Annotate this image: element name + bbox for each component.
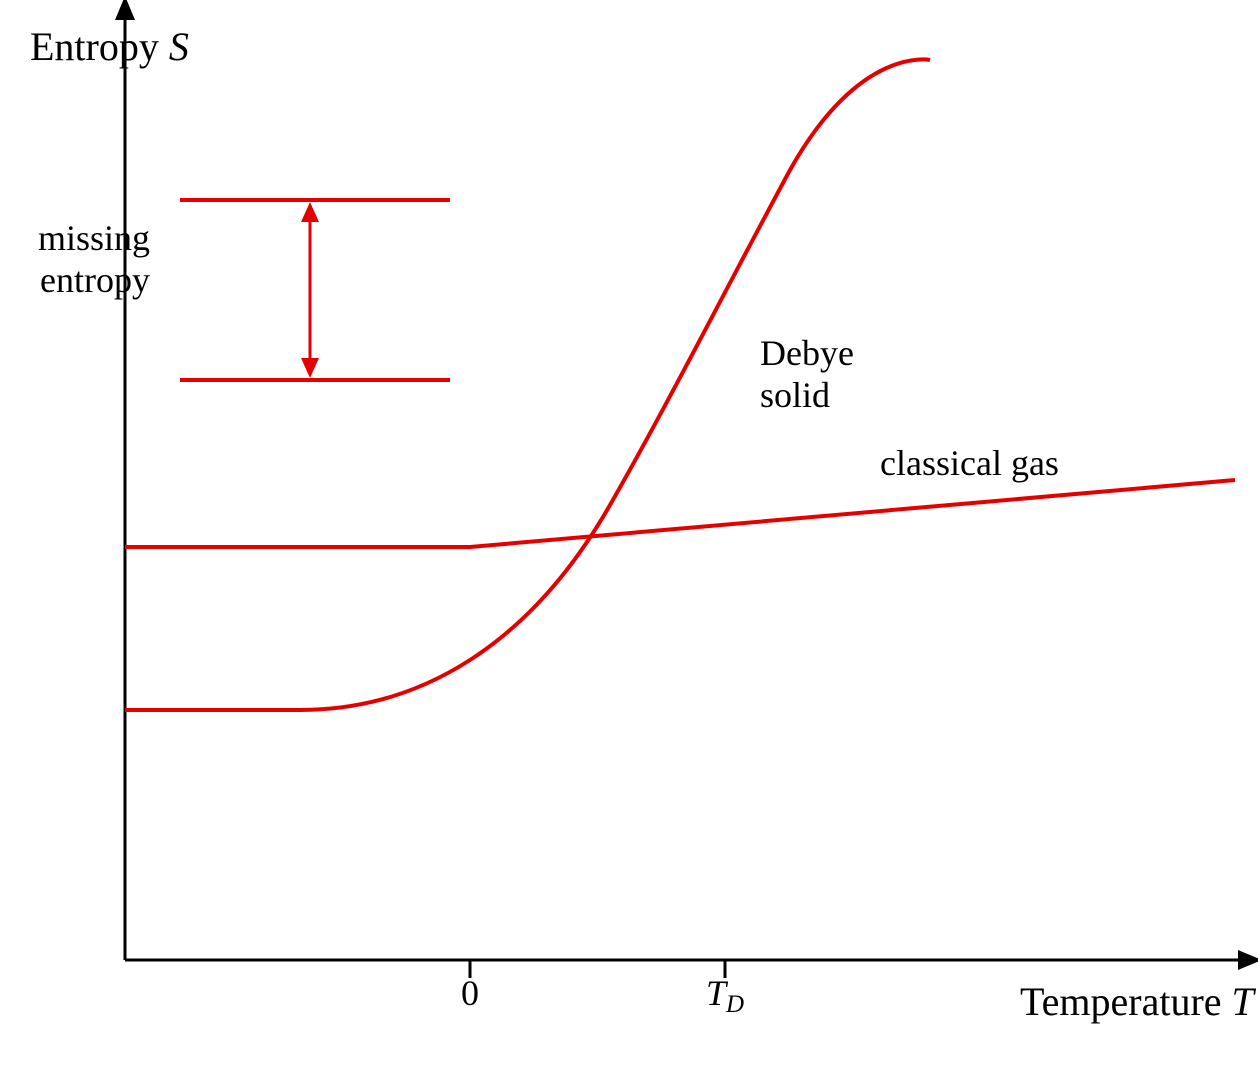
- classical-gas-curve: [125, 480, 1235, 547]
- x-axis-label: Temperature T: [1020, 979, 1257, 1024]
- x-axis-arrowhead-icon: [1238, 950, 1258, 970]
- entropy-temperature-diagram: 0 TD missingentropy Temperature T Entropy …: [0, 0, 1258, 1078]
- y-axis-label: Entropy S: [30, 24, 189, 69]
- x-tick-label: 0: [461, 973, 479, 1013]
- classical-gas-label: classical gas: [880, 443, 1059, 483]
- missing-entropy-legend: missingentropy: [38, 200, 450, 380]
- y-axis-arrowhead-icon: [115, 0, 135, 20]
- debye-label-top: Debye: [760, 333, 854, 373]
- legend-label-line1: missing: [38, 218, 150, 258]
- debye-label-bottom: solid: [760, 375, 830, 415]
- curves: [125, 59, 1235, 710]
- legend-arrowhead-up-icon: [301, 202, 319, 222]
- x-tick-label: TD: [706, 973, 744, 1018]
- axes: 0 TD: [115, 0, 1258, 1018]
- labels: Temperature T Entropy S classical gas Debye…: [30, 24, 1257, 1024]
- legend-label-line2: entropy: [40, 260, 150, 300]
- legend-arrowhead-down-icon: [301, 358, 319, 378]
